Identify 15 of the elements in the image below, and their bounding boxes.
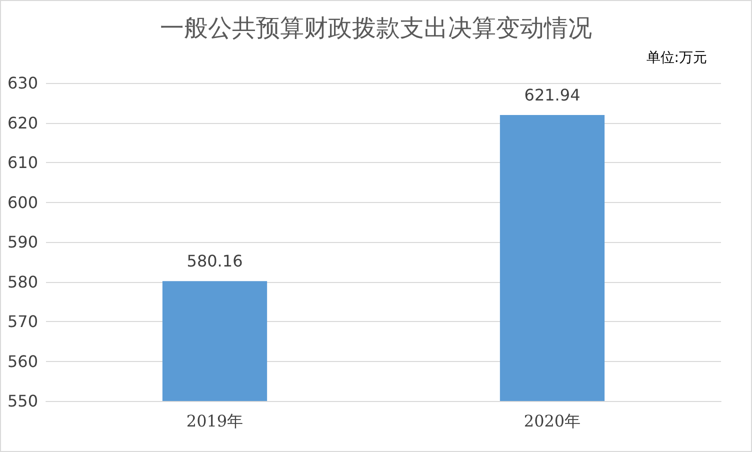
y-tick-label: 590 — [7, 232, 38, 252]
y-tick-label: 580 — [7, 272, 38, 292]
y-tick-label: 630 — [7, 74, 38, 92]
data-label: 580.16 — [186, 252, 243, 271]
y-tick-label: 600 — [7, 192, 38, 212]
y-tick-label: 620 — [7, 113, 38, 132]
text: 单位:万元 — [646, 50, 707, 66]
y-tick-label: 570 — [7, 312, 38, 331]
y-tick-label: 610 — [7, 153, 38, 172]
chart-title: 一般公共预算财政拨款支出决算变动情况 — [160, 14, 592, 42]
x-tick-label: 2019年 — [186, 412, 244, 430]
y-tick-label: 560 — [7, 352, 38, 371]
y-tick-label: 550 — [7, 392, 38, 410]
data-label: 621.94 — [524, 86, 580, 105]
x-tick-label: 2020年 — [524, 412, 581, 430]
